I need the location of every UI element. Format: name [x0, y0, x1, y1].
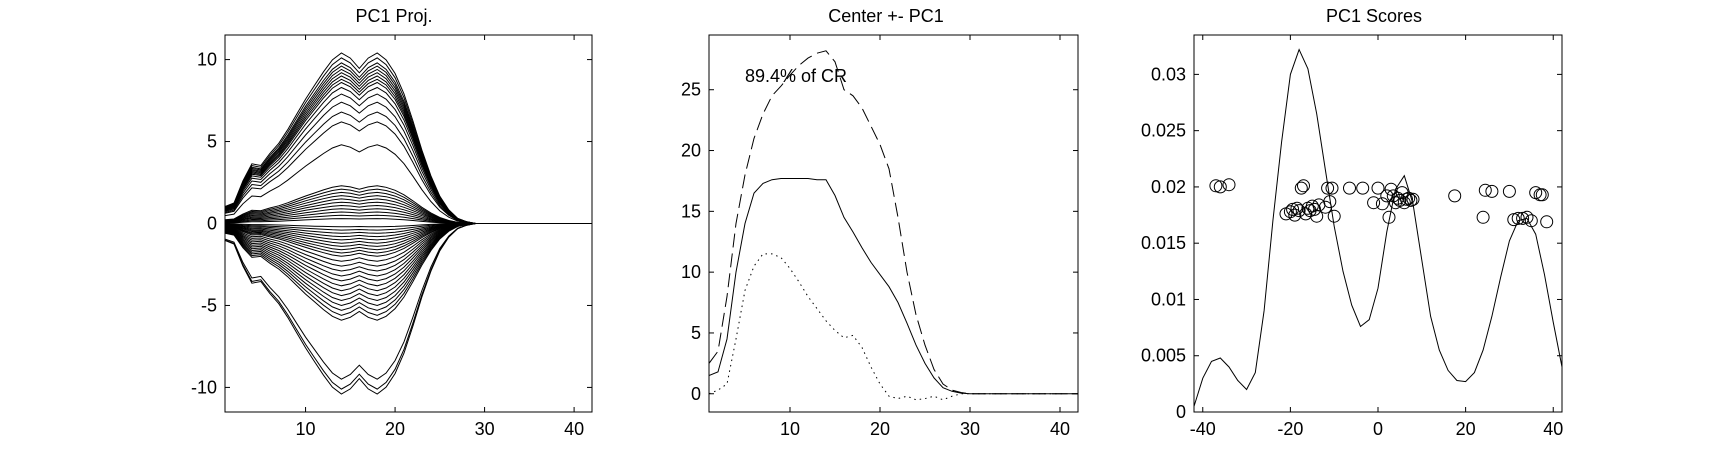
- score-point: [1520, 210, 1534, 224]
- series-line-dotted: [709, 253, 1078, 401]
- x-tick-label: -20: [1277, 419, 1303, 439]
- score-point: [1400, 192, 1413, 206]
- score-point: [1297, 179, 1310, 193]
- score-point: [1397, 196, 1411, 210]
- y-tick-label: 0.02: [1151, 177, 1186, 197]
- chart-title: PC1 Proj.: [355, 6, 432, 26]
- series-line-solid: [1194, 48, 1562, 407]
- y-tick-label: 0: [207, 214, 217, 234]
- panel-center-pc1: Center +- PC1 89.4% of CR 10 20 30 40 0 5 10 15…: [681, 6, 1079, 439]
- score-point: [1380, 189, 1394, 203]
- projection-curve: [225, 144, 592, 224]
- y-tick-label: -10: [191, 377, 217, 397]
- score-point: [1485, 184, 1499, 198]
- x-tick-label: 20: [870, 419, 890, 439]
- axis-ticks: 10 20 30 40 -10 -5 0 5 10: [191, 35, 592, 439]
- plot-area: [709, 50, 1078, 401]
- score-point: [1540, 215, 1554, 229]
- score-point: [1371, 181, 1385, 195]
- score-point: [1524, 214, 1538, 228]
- score-point: [1294, 181, 1308, 195]
- x-tick-label: 0: [1373, 419, 1383, 439]
- score-point: [1507, 213, 1521, 227]
- y-tick-label: 25: [681, 80, 701, 100]
- plot-area: [225, 52, 592, 395]
- score-point: [1516, 211, 1530, 225]
- projection-curve: [225, 223, 592, 395]
- score-point: [1213, 180, 1227, 194]
- y-tick-label: 5: [207, 132, 217, 152]
- score-point: [1382, 210, 1396, 224]
- score-point: [1476, 210, 1490, 224]
- panel-pc1-scores: PC1 Scores -40 -20 0 20 40 0 0.005 0.01 0.015 0.0…: [1141, 6, 1563, 439]
- score-point: [1283, 205, 1297, 219]
- axis-ticks: -40 -20 0 20 40 0 0.005 0.01 0.015 0.02 0.025 0.03: [1141, 35, 1563, 439]
- y-tick-label: 0: [1176, 402, 1186, 422]
- score-point: [1323, 195, 1337, 209]
- score-point: [1402, 191, 1416, 205]
- score-point: [1288, 208, 1302, 222]
- projection-curve: [225, 191, 592, 224]
- score-point: [1299, 207, 1313, 221]
- y-tick-label: 0.01: [1151, 289, 1186, 309]
- x-tick-label: 20: [1456, 419, 1476, 439]
- x-tick-label: 40: [1050, 419, 1070, 439]
- y-tick-label: 10: [681, 262, 701, 282]
- x-tick-label: 40: [564, 419, 584, 439]
- score-point: [1448, 189, 1462, 203]
- y-tick-label: 20: [681, 141, 701, 161]
- projection-curve: [225, 223, 592, 292]
- score-point: [1367, 196, 1381, 210]
- x-tick-label: -40: [1190, 419, 1216, 439]
- score-point: [1406, 192, 1420, 206]
- x-tick-label: 10: [296, 419, 316, 439]
- chart-title: Center +- PC1: [828, 6, 944, 26]
- annotation-label: 89.4% of CR: [745, 66, 847, 86]
- score-point: [1356, 181, 1370, 195]
- x-tick-label: 30: [475, 419, 495, 439]
- y-tick-label: 0.03: [1151, 64, 1186, 84]
- y-tick-label: 10: [197, 50, 217, 70]
- chart-title: PC1 Scores: [1326, 6, 1422, 26]
- y-tick-label: 0.025: [1141, 121, 1186, 141]
- y-tick-label: -5: [201, 295, 217, 315]
- score-point: [1502, 184, 1516, 198]
- projection-curve: [225, 223, 592, 321]
- panel-pc1-proj: PC1 Proj. 10 20 30 40 -10 -5 0 5 10: [191, 6, 593, 439]
- score-point: [1343, 181, 1356, 195]
- score-point: [1375, 197, 1389, 211]
- score-point: [1308, 202, 1321, 216]
- y-tick-label: 5: [691, 323, 701, 343]
- y-tick-label: 0.005: [1141, 346, 1186, 366]
- score-point: [1478, 183, 1492, 197]
- plot-area: [1194, 48, 1562, 407]
- score-point: [1209, 179, 1223, 193]
- score-point: [1535, 188, 1549, 202]
- plot-frame: [708, 34, 1079, 413]
- score-point: [1325, 181, 1339, 195]
- score-point: [1286, 202, 1300, 216]
- x-tick-label: 10: [780, 419, 800, 439]
- y-tick-label: 0: [691, 384, 701, 404]
- score-point: [1292, 204, 1306, 218]
- score-point: [1222, 178, 1236, 192]
- y-tick-label: 0.015: [1141, 233, 1186, 253]
- series-line-solid: [709, 178, 1078, 395]
- x-tick-label: 30: [960, 419, 980, 439]
- x-tick-label: 40: [1543, 419, 1563, 439]
- score-point: [1321, 181, 1335, 195]
- x-tick-label: 20: [385, 419, 405, 439]
- y-tick-label: 15: [681, 201, 701, 221]
- score-point: [1327, 209, 1341, 223]
- score-point: [1404, 193, 1418, 207]
- series-line-dashed: [709, 50, 1078, 395]
- score-point: [1290, 201, 1304, 215]
- score-point: [1511, 211, 1525, 225]
- axis-ticks: 10 20 30 40 0 5 10 15 20 25: [681, 35, 1078, 439]
- projection-curve: [225, 223, 592, 231]
- plot-frame: [1193, 34, 1563, 413]
